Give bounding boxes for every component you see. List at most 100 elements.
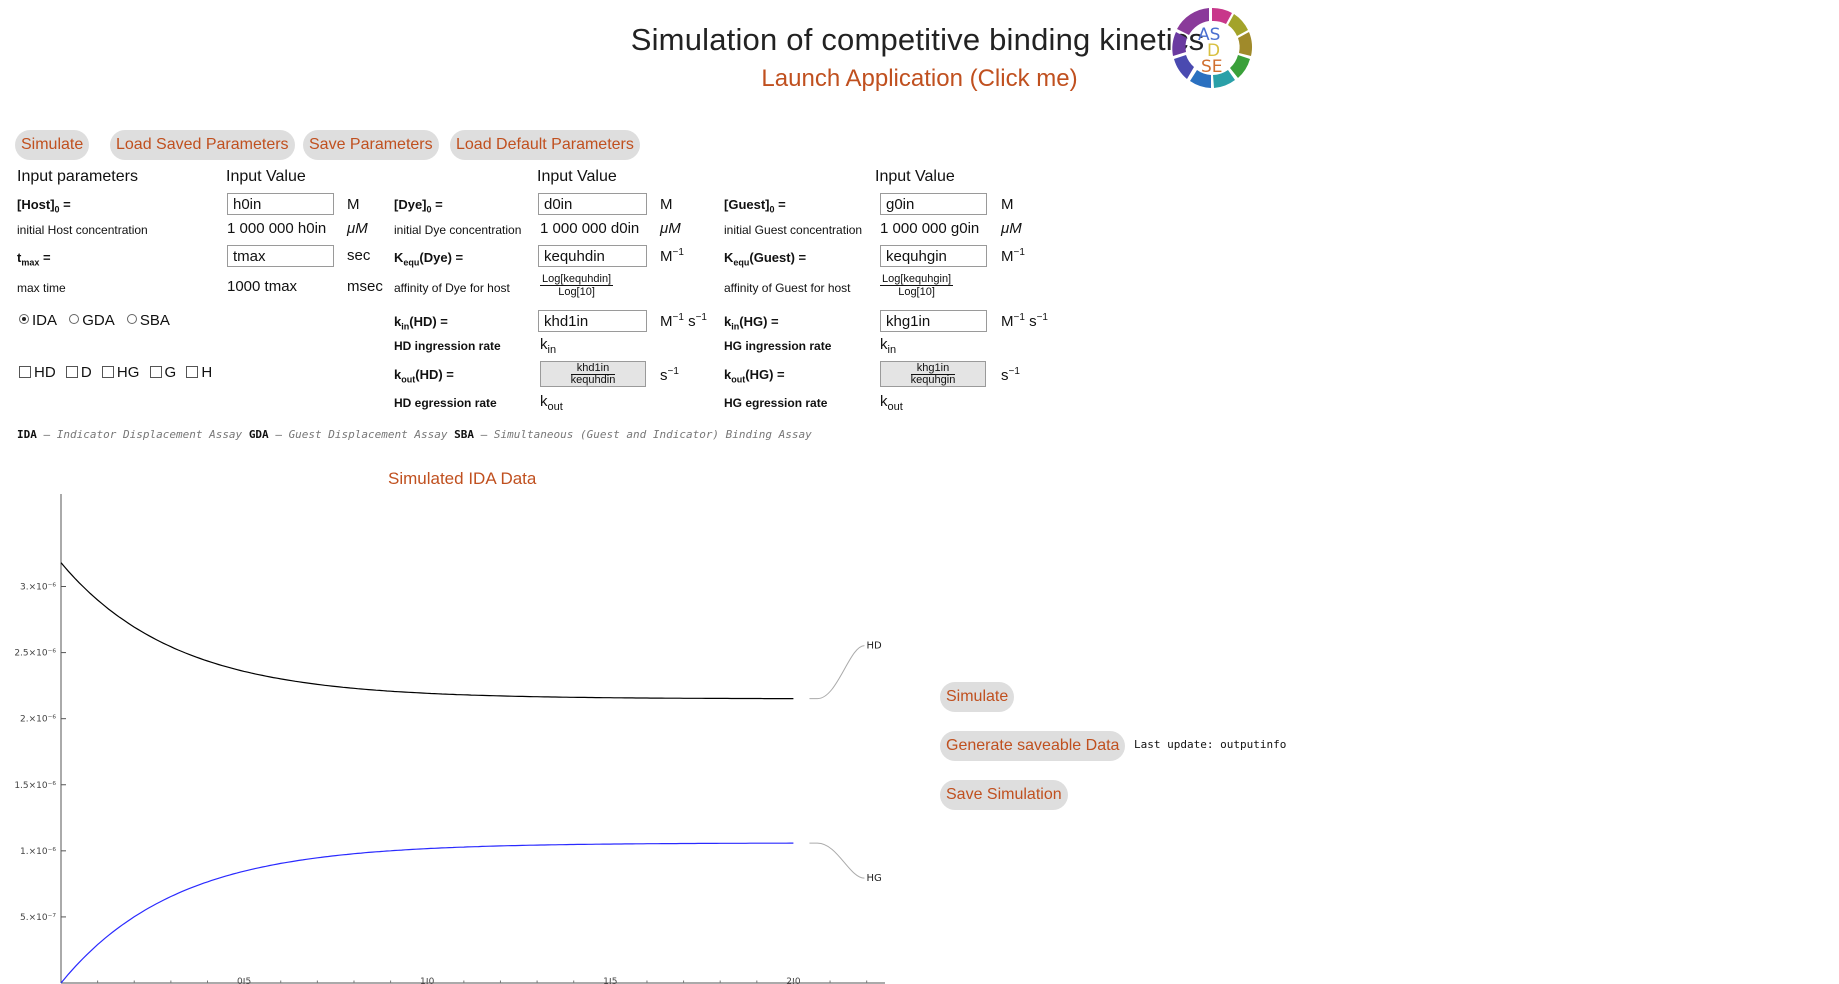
dye-concentration-label: [Dye]0 = xyxy=(394,197,443,215)
kout-hd-fraction-field: khd1in kequhdin xyxy=(540,361,646,387)
kout-hg-calc-base: k xyxy=(880,393,888,410)
guest-concentration-input[interactable]: g0in xyxy=(880,193,987,215)
tmax-label: tmax = xyxy=(17,250,51,268)
kin-hd-unit2-sup: −1 xyxy=(695,312,707,323)
guest-label-eq: = xyxy=(774,197,786,212)
checkbox-d[interactable]: D xyxy=(65,364,92,381)
save-simulation-button[interactable]: Save Simulation xyxy=(940,780,1068,810)
kequ-dye-input[interactable]: kequhdin xyxy=(538,245,647,267)
legend-label-hg: HG xyxy=(866,873,881,884)
radio-sba-indicator[interactable] xyxy=(126,314,137,324)
kin-hg-unit: M−1 s−1 xyxy=(1001,312,1048,330)
checkbox-hd-label: HD xyxy=(34,364,56,381)
legend-leader-hd xyxy=(809,645,865,700)
radio-gda-indicator[interactable] xyxy=(69,314,80,324)
radio-gda-label: GDA xyxy=(82,312,115,329)
checkbox-hd-box[interactable] xyxy=(19,366,31,378)
kequ-guest-unit-base: M xyxy=(1001,248,1014,265)
checkbox-hg[interactable]: HG xyxy=(101,364,140,381)
kequ-dye-label-rest: (Dye) = xyxy=(419,250,464,265)
launch-application-link[interactable]: Launch Application (Click me) xyxy=(0,65,1839,93)
legend-ida: IDA xyxy=(17,428,37,441)
load-saved-parameters-button[interactable]: Load Saved Parameters xyxy=(110,130,295,160)
kin-hg-unit2: s xyxy=(1029,313,1037,330)
kout-hg-unit-base: s xyxy=(1001,367,1009,384)
load-saved-label: Load Saved Parameters xyxy=(116,136,289,153)
kin-hg-label-sub: in xyxy=(731,321,740,332)
legend-dash-2: – xyxy=(275,428,282,441)
dye-description: initial Dye concentration xyxy=(394,223,522,237)
kout-hd-calc-base: k xyxy=(540,393,548,410)
kin-hd-unit: M−1 s−1 xyxy=(660,312,707,330)
generate-saveable-data-label: Generate saveable Data xyxy=(946,737,1120,754)
simulated-data-plot: 5.×10⁻⁷ 1.×10⁻⁶ 1.5×10⁻⁶ 2.×10⁻⁶ 2.5×10⁻⁶ 3.×… xyxy=(14,494,885,984)
simulate-output-label: Simulate xyxy=(946,688,1009,705)
tmax-input[interactable]: tmax xyxy=(227,245,334,267)
legend-sba: SBA xyxy=(454,428,475,441)
host-calculated-value: 1 000 000 h0in xyxy=(227,220,327,237)
simulate-button-label: Simulate xyxy=(21,136,84,153)
load-default-parameters-button[interactable]: Load Default Parameters xyxy=(450,130,640,160)
checkbox-h[interactable]: H xyxy=(186,364,212,381)
kout-hg-unit: s−1 xyxy=(1001,366,1020,384)
legend-ida-desc: Indicator Displacement Assay xyxy=(56,428,243,441)
last-update-status: Last update: outputinfo xyxy=(1134,738,1286,751)
kin-hg-unit1-sup: −1 xyxy=(1013,312,1025,323)
simulate-button[interactable]: Simulate xyxy=(15,130,90,160)
checkbox-h-box[interactable] xyxy=(186,366,199,378)
checkbox-hg-label: HG xyxy=(116,364,140,381)
generate-saveable-data-button[interactable]: Generate saveable Data xyxy=(940,731,1126,761)
save-simulation-label: Save Simulation xyxy=(946,786,1062,803)
kequ-dye-label-text: K xyxy=(394,250,404,265)
kin-hg-unit2-sup: −1 xyxy=(1036,312,1048,323)
kin-hg-input-value: khg1in xyxy=(886,313,931,330)
kout-hg-label-sub: out xyxy=(731,374,746,385)
kout-hd-label: kout(HD) = xyxy=(394,367,454,385)
host-description: initial Host concentration xyxy=(17,223,148,237)
kequ-guest-label-rest: (Guest) = xyxy=(749,250,807,265)
assay-radio-group: IDA GDA SBA xyxy=(19,312,170,329)
checkbox-d-box[interactable] xyxy=(65,366,78,378)
host-label-text: [Host] xyxy=(17,197,55,212)
kequ-dye-input-value: kequhdin xyxy=(544,248,605,265)
logo-letters-se: SE xyxy=(1201,57,1223,77)
checkbox-hg-box[interactable] xyxy=(101,366,114,378)
kin-hg-input[interactable]: khg1in xyxy=(880,310,987,332)
save-parameters-button[interactable]: Save Parameters xyxy=(303,130,439,160)
y-tick-label: 3.×10⁻⁶ xyxy=(20,583,56,593)
checkbox-g[interactable]: G xyxy=(149,364,176,381)
y-tick-label: 1.×10⁻⁶ xyxy=(20,847,56,857)
checkbox-g-box[interactable] xyxy=(149,366,162,378)
host-calculated-unit: μM xyxy=(347,220,368,237)
radio-ida[interactable]: IDA xyxy=(19,312,57,329)
radio-sba[interactable]: SBA xyxy=(126,312,170,329)
host-concentration-input[interactable]: h0in xyxy=(227,193,334,215)
dye-concentration-input[interactable]: d0in xyxy=(538,193,647,215)
assay-abbreviation-legend: IDA – Indicator Displacement Assay GDA –… xyxy=(17,428,812,441)
kout-hg-label: kout(HG) = xyxy=(724,367,785,385)
radio-ida-indicator[interactable] xyxy=(19,314,29,324)
dye-calculated-value: 1 000 000 d0in xyxy=(540,220,640,237)
kin-hd-calc-sub: in xyxy=(547,344,557,356)
page-title: Simulation of competitive binding kineti… xyxy=(0,22,1839,58)
load-default-label: Load Default Parameters xyxy=(456,136,634,153)
kequ-dye-description: affinity of Dye for host xyxy=(394,281,510,295)
checkbox-hd[interactable]: HD xyxy=(19,364,56,381)
kout-hd-unit-sup: −1 xyxy=(667,366,679,377)
guest-calculated-unit: μM xyxy=(1001,220,1022,237)
radio-gda[interactable]: GDA xyxy=(69,312,115,329)
kout-hg-frac-den: kequhgin xyxy=(910,374,956,386)
kin-hd-calc-base: k xyxy=(540,336,548,353)
kin-hg-calc-base: k xyxy=(880,336,888,353)
input-parameters-header: Input parameters xyxy=(17,168,138,185)
kin-hd-input[interactable]: khd1in xyxy=(538,310,647,332)
input-value-header-3: Input Value xyxy=(875,168,955,185)
series-line-hg xyxy=(60,842,794,984)
kout-hd-description: HD egression rate xyxy=(394,396,497,410)
kout-hg-fraction-field: khg1in kequhgin xyxy=(880,361,986,387)
kin-hg-label-rest: (HG) = xyxy=(739,314,779,329)
last-update-value: outputinfo xyxy=(1220,738,1287,751)
kequ-dye-label-sub: equ xyxy=(403,257,420,268)
kequ-guest-input[interactable]: kequhgin xyxy=(880,245,987,267)
simulate-output-button[interactable]: Simulate xyxy=(940,682,1015,712)
